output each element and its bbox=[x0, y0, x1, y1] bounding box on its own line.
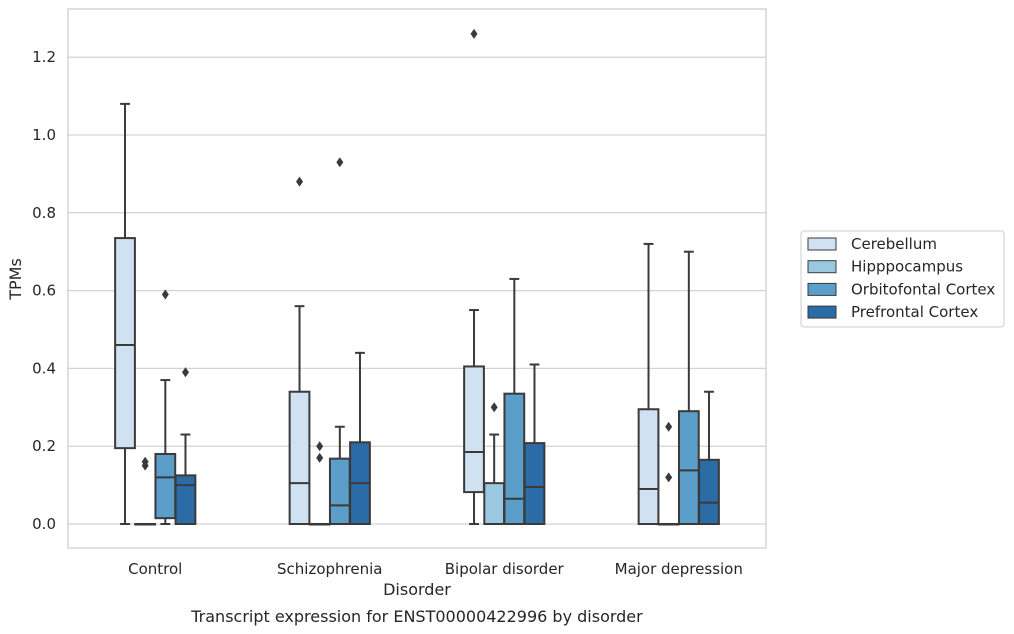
box-orbitofontal-cortex bbox=[154, 289, 177, 525]
gridlines bbox=[68, 56, 766, 525]
box-body bbox=[288, 390, 311, 525]
outlier-point bbox=[316, 452, 324, 463]
y-tick-label: 0.2 bbox=[32, 437, 56, 455]
box-plots bbox=[114, 28, 720, 526]
box-hipppocampus bbox=[657, 421, 680, 526]
legend: Cerebellum Hipppocampus Orbitofontal Corte… bbox=[800, 230, 1005, 328]
y-tick-label: 0.0 bbox=[32, 515, 56, 533]
box-cerebellum bbox=[637, 242, 660, 525]
box-body bbox=[174, 474, 197, 525]
y-tick-labels: 0.0 0.2 0.4 0.6 0.8 1.0 1.2 bbox=[32, 48, 56, 533]
box-body bbox=[483, 482, 506, 525]
outlier-point bbox=[470, 28, 478, 39]
outlier-point bbox=[161, 289, 169, 300]
outlier-point bbox=[336, 157, 344, 168]
x-tick-labels: Control Schizophrenia Bipolar disorder Majo… bbox=[128, 560, 743, 578]
box-hipppocampus bbox=[308, 441, 331, 526]
box-prefrontal-cortex bbox=[349, 351, 371, 525]
box-body bbox=[637, 408, 660, 525]
legend-label: Hipppocampus bbox=[851, 258, 963, 276]
box-orbitofontal-cortex bbox=[677, 250, 700, 525]
box-hipppocampus bbox=[134, 456, 157, 526]
outlier-point bbox=[665, 472, 673, 483]
x-tick-label: Bipolar disorder bbox=[445, 560, 565, 578]
box-prefrontal-cortex bbox=[174, 367, 197, 525]
outlier-point bbox=[316, 441, 324, 452]
outlier-point bbox=[490, 402, 498, 413]
legend-label: Cerebellum bbox=[851, 235, 937, 253]
outlier-point bbox=[296, 176, 304, 187]
box-body bbox=[154, 452, 177, 520]
legend-swatch bbox=[807, 305, 837, 319]
legend-items: Cerebellum Hipppocampus Orbitofontal Corte… bbox=[807, 235, 995, 321]
legend-swatch bbox=[807, 282, 837, 296]
box-orbitofontal-cortex bbox=[503, 277, 526, 525]
box-body bbox=[503, 392, 526, 525]
box-prefrontal-cortex bbox=[523, 363, 546, 526]
x-tick-label: Major depression bbox=[615, 560, 743, 578]
box-body bbox=[698, 458, 720, 525]
box-body bbox=[523, 442, 546, 526]
legend-swatch bbox=[807, 260, 837, 274]
legend-frame bbox=[800, 230, 1005, 328]
legend-label: Orbitofontal Cortex bbox=[851, 280, 995, 298]
y-tick-label: 1.2 bbox=[32, 48, 56, 66]
legend-label: Prefrontal Cortex bbox=[851, 303, 978, 321]
box-hipppocampus bbox=[483, 402, 506, 525]
y-tick-label: 0.4 bbox=[32, 359, 56, 377]
y-tick-label: 0.8 bbox=[32, 204, 56, 222]
legend-swatch bbox=[807, 237, 837, 251]
y-axis-title: TPMs bbox=[6, 258, 25, 301]
chart-caption: Transcript expression for ENST0000042299… bbox=[190, 607, 643, 626]
outlier-point bbox=[181, 367, 189, 378]
plot-area bbox=[67, 8, 767, 549]
outlier-point bbox=[665, 421, 673, 432]
outlier-point bbox=[141, 456, 149, 467]
box-body bbox=[677, 410, 700, 525]
x-tick-label: Schizophrenia bbox=[277, 560, 382, 578]
box-body bbox=[463, 365, 485, 494]
box-cerebellum bbox=[288, 176, 311, 525]
box-cerebellum bbox=[114, 102, 136, 525]
box-prefrontal-cortex bbox=[698, 390, 720, 525]
x-tick-label: Control bbox=[128, 560, 182, 578]
box-body bbox=[328, 457, 351, 526]
y-tick-label: 0.6 bbox=[32, 282, 56, 300]
x-axis-title: Disorder bbox=[383, 580, 451, 599]
box-body bbox=[114, 237, 136, 450]
y-tick-label: 1.0 bbox=[32, 126, 56, 144]
box-cerebellum bbox=[463, 28, 485, 525]
